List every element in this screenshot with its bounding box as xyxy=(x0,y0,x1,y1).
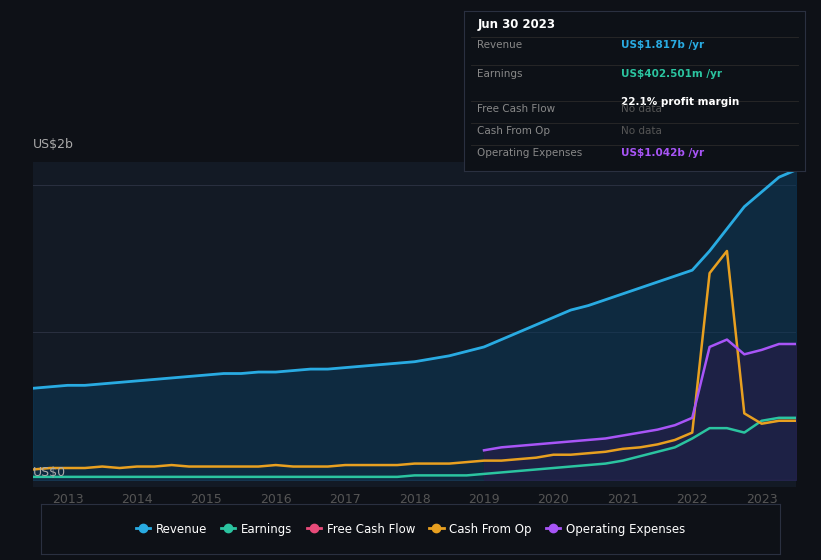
Text: Operating Expenses: Operating Expenses xyxy=(478,148,583,158)
Text: Free Cash Flow: Free Cash Flow xyxy=(478,104,556,114)
Text: US$402.501m /yr: US$402.501m /yr xyxy=(621,69,722,78)
Text: Earnings: Earnings xyxy=(478,69,523,78)
Text: US$1.042b /yr: US$1.042b /yr xyxy=(621,148,704,158)
Text: US$2b: US$2b xyxy=(33,138,74,151)
Text: Cash From Op: Cash From Op xyxy=(478,126,551,136)
Text: No data: No data xyxy=(621,126,662,136)
Legend: Revenue, Earnings, Free Cash Flow, Cash From Op, Operating Expenses: Revenue, Earnings, Free Cash Flow, Cash … xyxy=(130,517,691,542)
Text: Jun 30 2023: Jun 30 2023 xyxy=(478,17,556,31)
Text: US$0: US$0 xyxy=(33,466,66,479)
Text: Revenue: Revenue xyxy=(478,40,523,50)
Text: US$1.817b /yr: US$1.817b /yr xyxy=(621,40,704,50)
Text: 22.1% profit margin: 22.1% profit margin xyxy=(621,97,739,108)
Text: No data: No data xyxy=(621,104,662,114)
